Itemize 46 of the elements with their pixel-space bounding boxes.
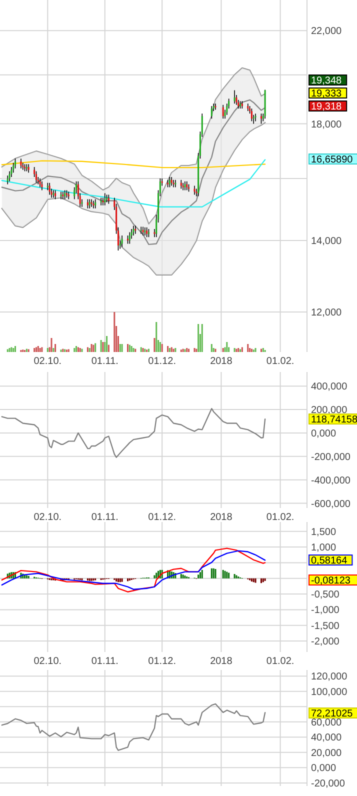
y-tick-label: 120,000 [311, 672, 348, 683]
y-tick-label: 1,000 [311, 542, 336, 554]
y-tick-label: 0,000 [311, 763, 336, 774]
y-tick-label: -400,000 [311, 475, 351, 486]
y-tick-label: 1,500 [311, 526, 336, 538]
text: 19,333 [311, 88, 342, 100]
x-tick-label: 01.02. [266, 512, 294, 523]
text: 0,58164 [311, 556, 348, 566]
x-tick-label: 01.02. [266, 356, 294, 367]
y-tick-label: -2,000 [311, 636, 340, 648]
x-tick-label: 01.12. [148, 656, 176, 667]
y-tick-label: 400,000 [311, 382, 348, 393]
y-tick-label: 100,000 [311, 686, 348, 698]
x-tick-label: 2018 [210, 356, 233, 367]
x-tick-label: 2018 [210, 512, 233, 523]
y-tick-label: -0,500 [311, 590, 340, 601]
x-tick-label: 02.10. [34, 512, 62, 523]
y-tick-label: -1,500 [311, 620, 340, 632]
y-tick-label: 0,000 [311, 428, 336, 440]
y-tick-label: 200,000 [311, 405, 348, 416]
y-tick-label: 14,000 [311, 236, 342, 247]
text: 19,348 [311, 76, 342, 86]
text: 16,65890 [311, 154, 354, 166]
y-tick-label: -200,000 [311, 452, 351, 463]
x-tick-label: 01.11. [91, 512, 118, 523]
x-tick-label: 01.12. [148, 512, 176, 523]
y-tick-label: 40,000 [311, 732, 342, 744]
x-tick-label: 01.02. [266, 656, 294, 667]
y-tick-label: 18,000 [311, 119, 342, 130]
x-tick-label: 01.11. [91, 356, 118, 367]
y-tick-label: -20,000 [311, 778, 346, 790]
text: -0,08123 [311, 576, 351, 586]
y-tick-label: 12,000 [311, 308, 342, 318]
x-tick-label: 2018 [210, 656, 233, 667]
y-tick-label: 60,000 [311, 717, 342, 728]
x-tick-label: 01.12. [148, 356, 176, 367]
y-tick-label: 20,000 [311, 748, 342, 759]
x-tick-label: 01.11. [91, 656, 118, 667]
y-tick-label: -600,000 [311, 498, 351, 510]
text: 118,74158 [311, 414, 357, 426]
text: 72,21025 [311, 708, 354, 720]
x-tick-label: 02.10. [34, 656, 62, 667]
text: 19,318 [311, 102, 342, 112]
y-tick-label: 22,000 [311, 26, 342, 38]
x-tick-label: 02.10. [34, 356, 62, 367]
y-tick-label: -1,000 [311, 605, 340, 616]
